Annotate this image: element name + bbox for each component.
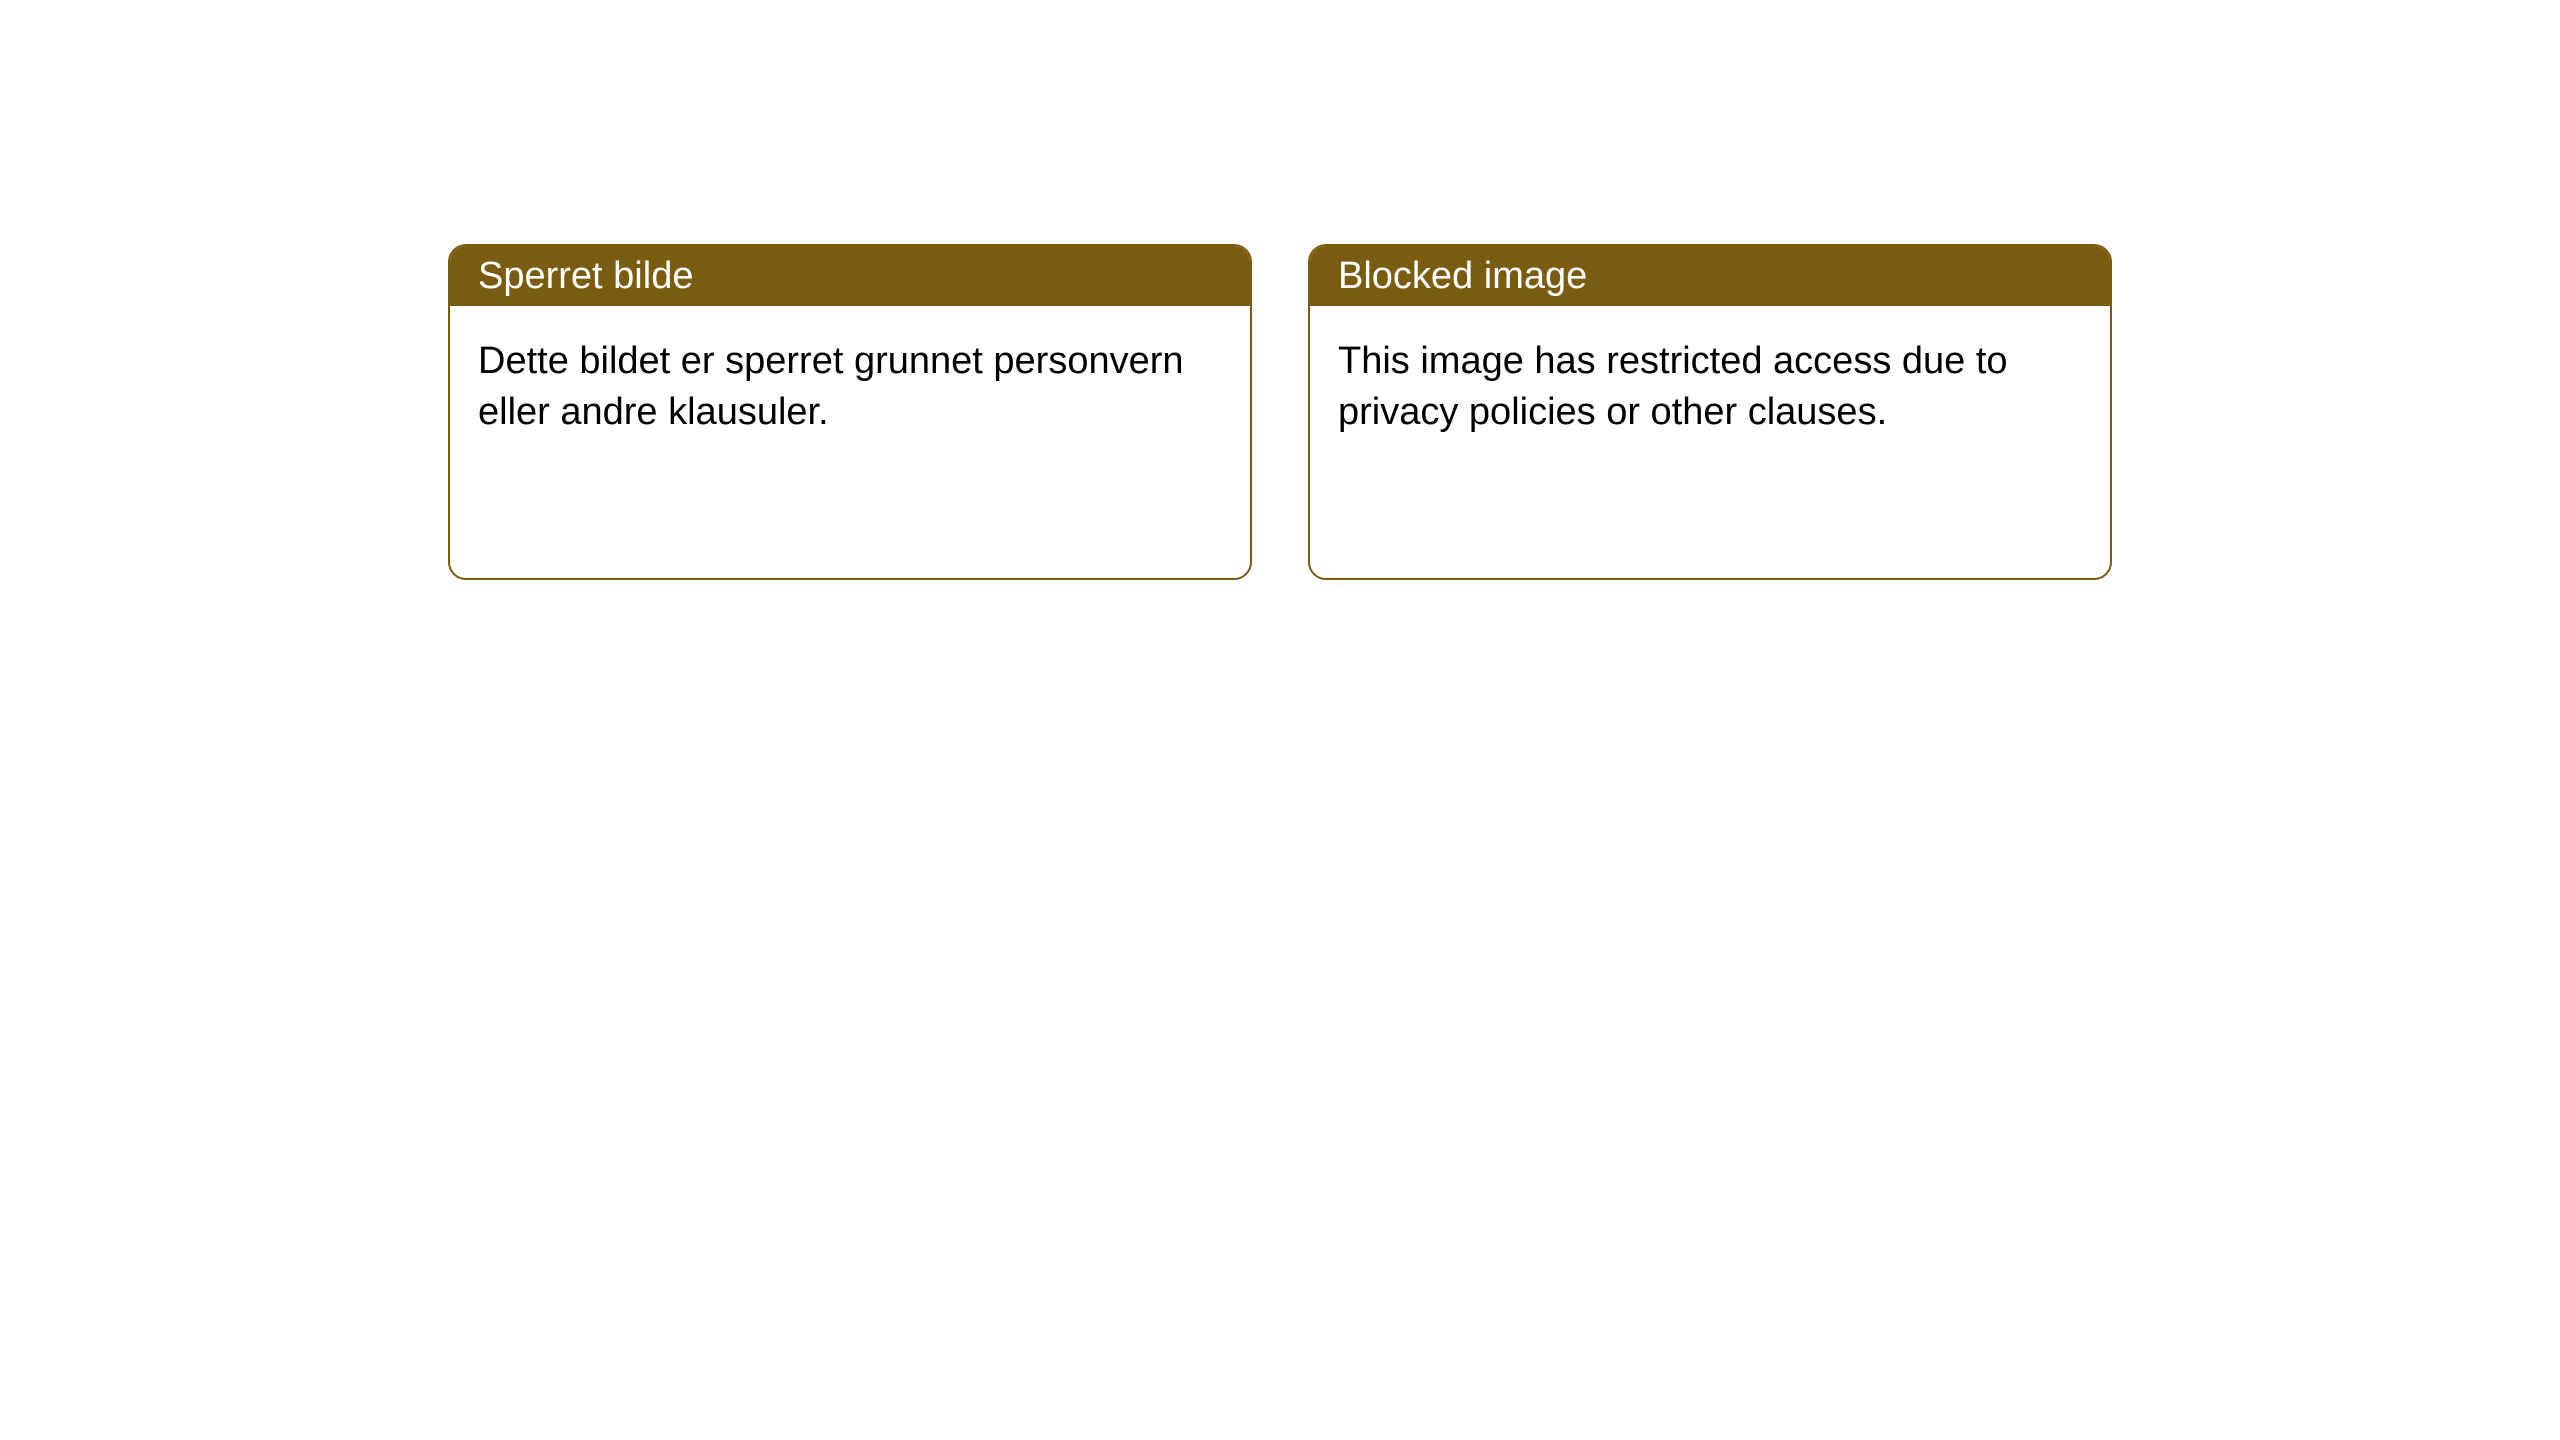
card-body-text: Dette bildet er sperret grunnet personve…	[478, 340, 1184, 433]
notice-card-norwegian: Sperret bilde Dette bildet er sperret gr…	[448, 244, 1252, 580]
card-body: Dette bildet er sperret grunnet personve…	[450, 306, 1250, 469]
card-title: Sperret bilde	[478, 255, 693, 298]
card-header: Sperret bilde	[450, 246, 1250, 306]
notice-card-english: Blocked image This image has restricted …	[1308, 244, 2112, 580]
card-body: This image has restricted access due to …	[1310, 306, 2110, 469]
notice-cards-container: Sperret bilde Dette bildet er sperret gr…	[0, 0, 2560, 580]
card-body-text: This image has restricted access due to …	[1338, 340, 2008, 433]
card-header: Blocked image	[1310, 246, 2110, 306]
card-title: Blocked image	[1338, 255, 1587, 298]
